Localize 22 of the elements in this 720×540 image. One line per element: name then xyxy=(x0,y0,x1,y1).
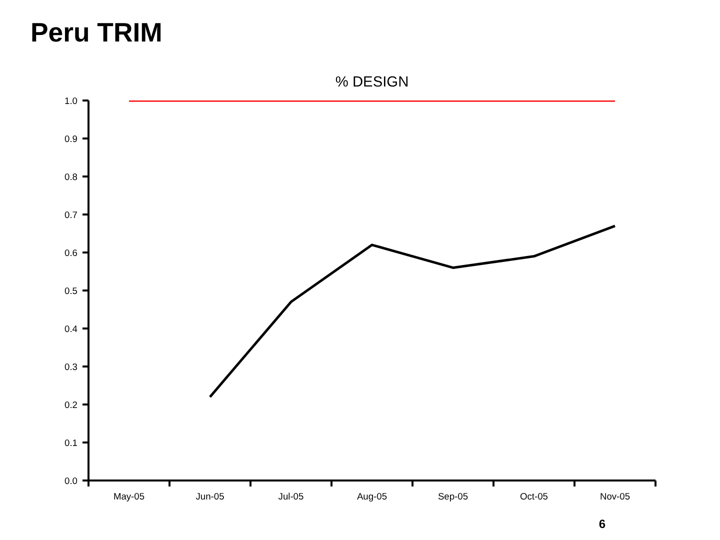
y-tick-label: 0.5 xyxy=(64,286,78,296)
x-tick-label: May-05 xyxy=(113,492,145,502)
y-tick-label: 0.0 xyxy=(64,476,78,486)
y-tick-label: 0.8 xyxy=(64,172,78,182)
y-tick-label: 0.9 xyxy=(64,134,78,144)
x-tick-label: Aug-05 xyxy=(356,492,388,502)
y-tick-label: 0.3 xyxy=(64,362,78,372)
text: 6 xyxy=(598,517,606,531)
y-tick-label: 0.2 xyxy=(64,400,78,410)
x-tick-label: Jun-05 xyxy=(196,492,224,502)
x-tick-label: Jul-05 xyxy=(278,492,304,502)
chart-subtitle: % DESIGN xyxy=(335,74,409,90)
line-series xyxy=(208,224,616,398)
x-tick-label: Nov-05 xyxy=(600,492,630,502)
x-tick-label: Oct-05 xyxy=(520,492,548,502)
y-tick-label: 0.4 xyxy=(64,324,78,334)
y-tick-label: 1.0 xyxy=(64,96,78,106)
y-tick-label: 0.1 xyxy=(64,438,78,448)
x-tick-label: Sep-05 xyxy=(438,492,468,502)
chart-title: Peru TRIM xyxy=(30,18,162,48)
y-tick-label: 0.7 xyxy=(64,210,78,220)
y-tick-label: 0.6 xyxy=(64,248,78,258)
